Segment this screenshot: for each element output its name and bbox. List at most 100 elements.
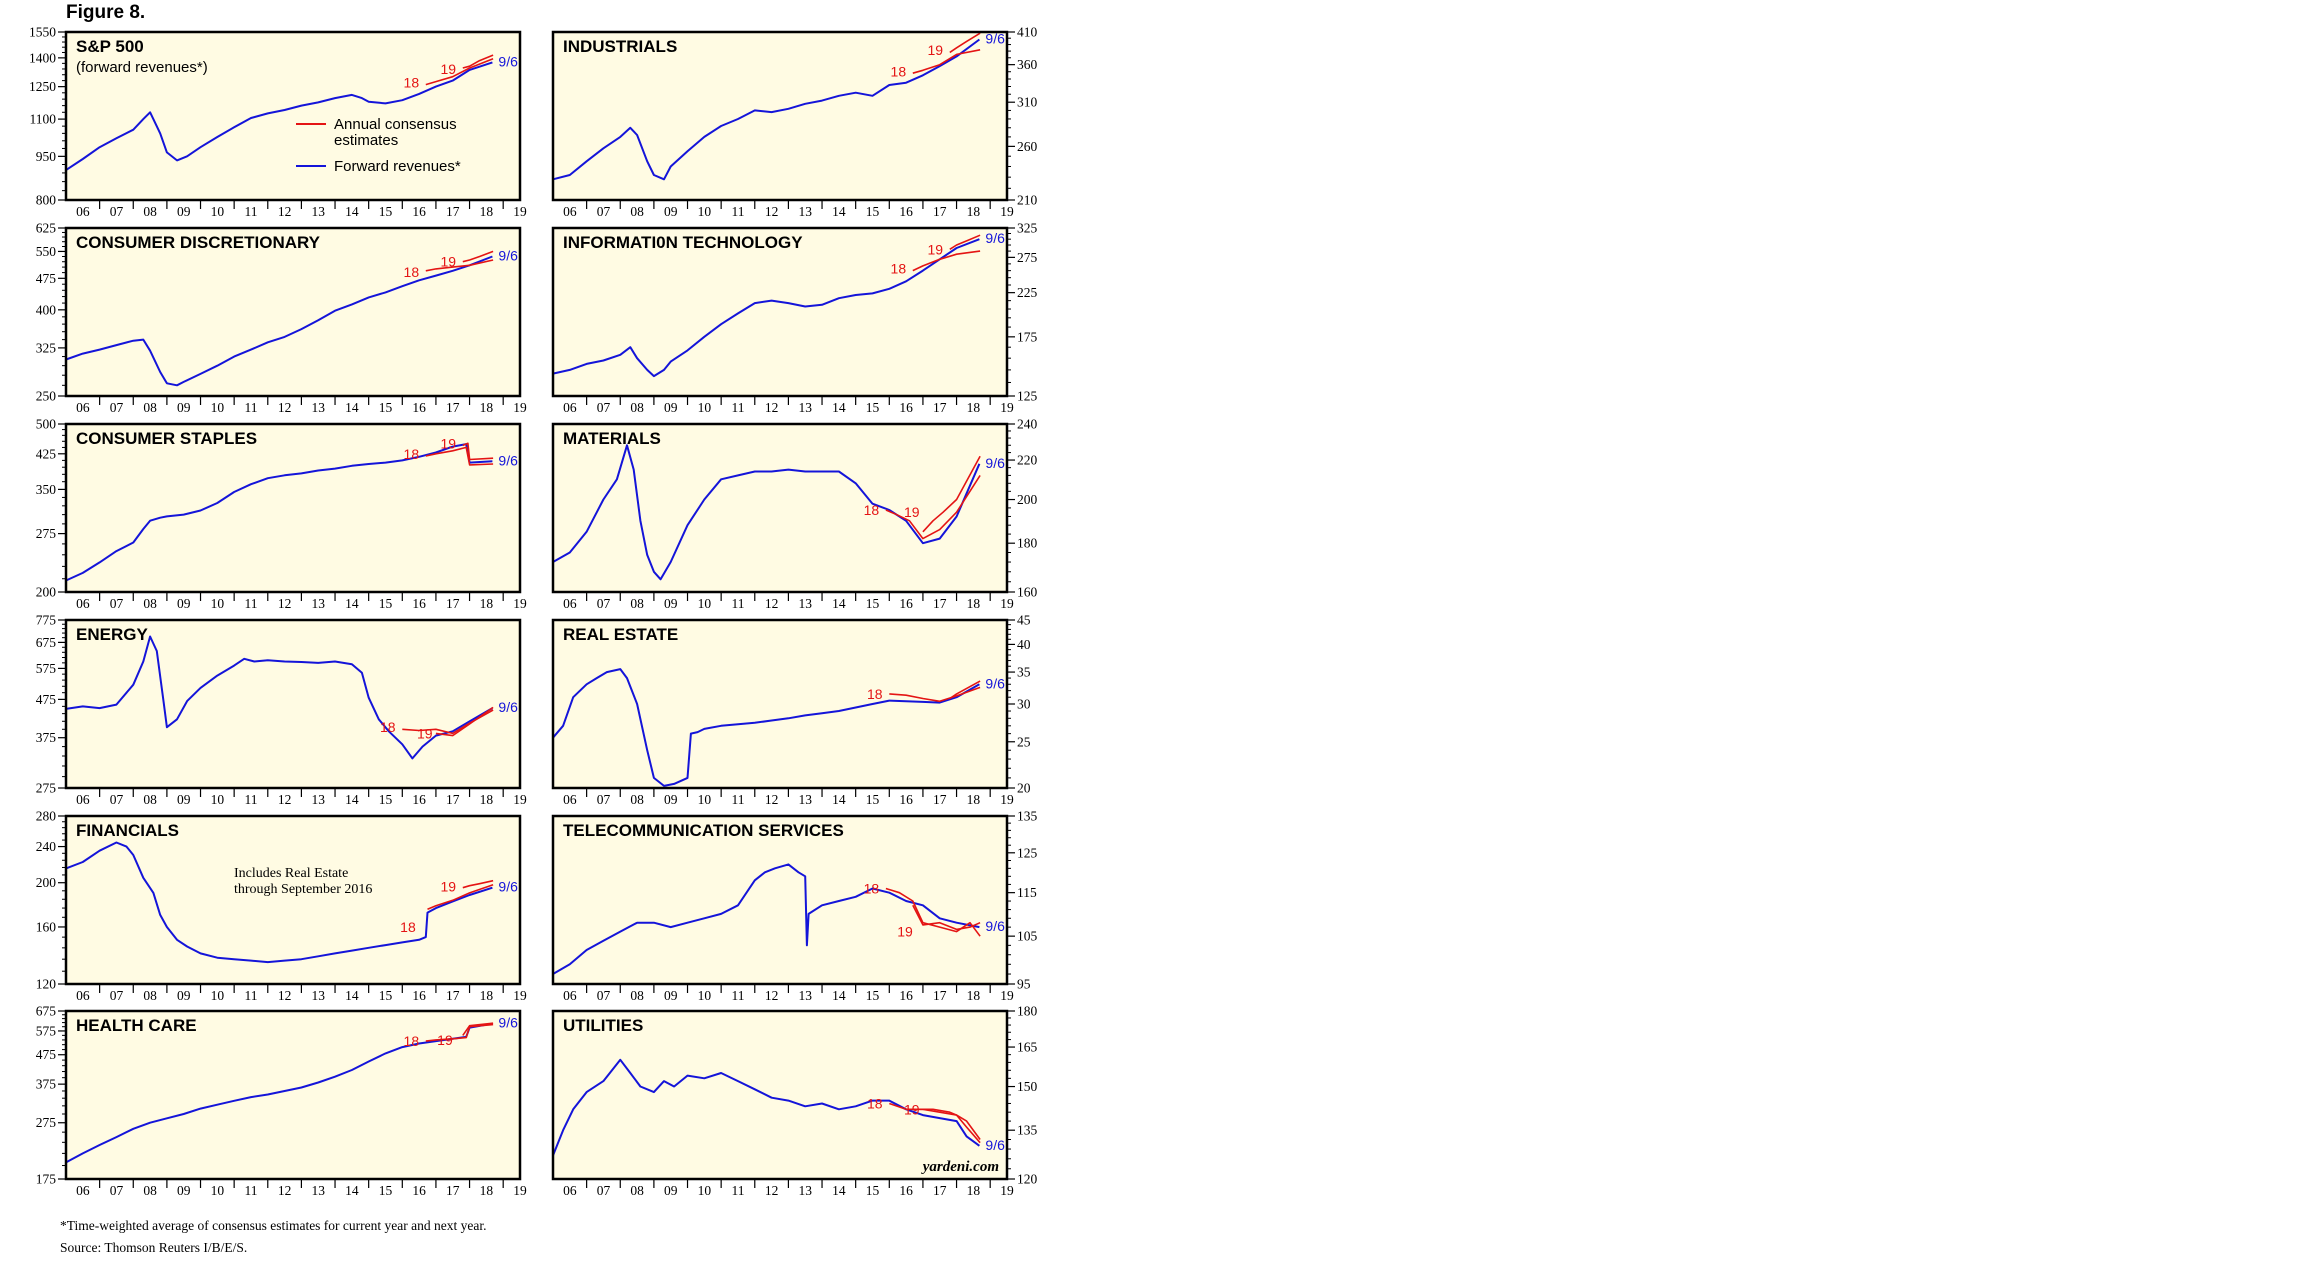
x-tick-label: 13: [311, 596, 325, 611]
watermark: yardeni.com: [921, 1159, 999, 1175]
x-tick-label: 08: [143, 400, 157, 415]
x-tick-label: 19: [513, 400, 527, 415]
y-tick-label: 475: [36, 271, 57, 286]
consensus-year-label: 18: [404, 1033, 420, 1049]
date-label: 9/6: [498, 879, 518, 895]
panel-title: CONSUMER STAPLES: [76, 429, 257, 448]
y-tick-label: 180: [1017, 536, 1038, 551]
date-label: 9/6: [498, 699, 518, 715]
panel-background: [66, 816, 520, 984]
x-tick-label: 12: [278, 204, 292, 219]
x-tick-label: 10: [698, 204, 712, 219]
x-tick-label: 08: [143, 792, 157, 807]
forward-revenues-line: [552, 863, 980, 975]
x-tick-label: 10: [698, 988, 712, 1003]
y-tick-label: 120: [36, 977, 57, 992]
panel-materials: 160 180 200 220 240 06 07 08 09 10 11 12 13 14 15 16 17 1…: [551, 417, 1038, 611]
consensus-year-label: 19: [928, 241, 944, 257]
x-tick-label: 14: [345, 988, 359, 1003]
x-tick-label: 14: [345, 596, 359, 611]
y-tick-label: 240: [36, 839, 57, 854]
consensus-line-19: [912, 904, 981, 931]
y-tick-label: 475: [36, 1047, 57, 1062]
x-tick-label: 18: [480, 400, 494, 415]
x-tick-label: 14: [832, 400, 846, 415]
panel-background: [553, 816, 1007, 984]
panel-background: [66, 228, 520, 396]
date-label: 9/6: [985, 918, 1005, 934]
x-tick-label: 14: [832, 596, 846, 611]
legend-label-consensus: Annual consensus: [334, 116, 457, 133]
panel-title: TELECOMMUNICATION SERVICES: [563, 821, 844, 840]
x-tick-label: 14: [832, 792, 846, 807]
x-tick-label: 16: [899, 204, 913, 219]
x-tick-label: 11: [731, 988, 744, 1003]
y-tick-label: 325: [1017, 221, 1038, 236]
x-tick-label: 18: [967, 792, 981, 807]
y-tick-label: 150: [1017, 1079, 1038, 1094]
x-tick-label: 17: [446, 1183, 460, 1198]
y-tick-label: 210: [1017, 193, 1038, 208]
panel-energy: 275 375 475 575 675 775 06 07 08 09 10 11 12 13 14 15 16…: [36, 613, 527, 808]
panel-frame: [64, 422, 522, 594]
y-tick-label: 800: [36, 193, 57, 208]
consensus-year-label: 18: [867, 686, 883, 702]
y-tick-label: 30: [1017, 697, 1031, 712]
y-tick-label: 200: [1017, 492, 1038, 507]
date-label: 9/6: [985, 30, 1005, 46]
forward-revenues-line: [65, 841, 493, 964]
y-tick-label: 120: [1017, 1172, 1038, 1187]
x-tick-label: 07: [597, 204, 611, 219]
consensus-line-18: [912, 250, 981, 272]
x-tick-label: 09: [664, 792, 678, 807]
y-tick-label: 775: [36, 613, 57, 628]
y-tick-label: 1400: [29, 50, 56, 65]
y-tick-label: 200: [36, 875, 57, 890]
y-tick-label: 200: [36, 585, 57, 600]
y-tick-label: 950: [36, 149, 57, 164]
x-tick-label: 18: [967, 1183, 981, 1198]
y-tick-label: 35: [1017, 665, 1031, 680]
panel-title: ENERGY: [76, 625, 148, 644]
y-tick-label: 575: [36, 1023, 57, 1038]
consensus-line-18: [425, 259, 494, 272]
x-tick-label: 07: [110, 988, 124, 1003]
consensus-line-18: [912, 49, 981, 74]
forward-revenues-line: [65, 1022, 493, 1164]
panel-title: INFORMATI0N TECHNOLOGY: [563, 233, 803, 252]
x-tick-label: 06: [76, 988, 90, 1003]
x-tick-label: 12: [278, 400, 292, 415]
forward-revenues-line: [65, 635, 493, 760]
forward-revenues-line: [552, 38, 980, 181]
x-tick-label: 12: [765, 988, 779, 1003]
y-tick-label: 675: [36, 1004, 57, 1019]
x-tick-label: 18: [480, 204, 494, 219]
x-tick-label: 09: [664, 1183, 678, 1198]
x-tick-label: 11: [731, 596, 744, 611]
consensus-year-label: 18: [867, 1095, 883, 1111]
panel-annotation: Includes Real Estate: [234, 866, 348, 881]
panel-frame: [551, 814, 1009, 986]
panel-utilities: 120 135 150 165 180 06 07 08 09 10 11 12 13 14 15 16 17 1…: [551, 1004, 1038, 1198]
panel-title: HEALTH CARE: [76, 1016, 197, 1035]
y-tick-label: 20: [1017, 781, 1031, 796]
forward-revenues-line: [552, 238, 980, 378]
date-label: 9/6: [498, 53, 518, 69]
consensus-year-label: 19: [928, 42, 944, 58]
x-tick-label: 12: [278, 596, 292, 611]
x-tick-label: 08: [630, 988, 644, 1003]
y-tick-label: 135: [1017, 1123, 1038, 1138]
date-label: 9/6: [985, 675, 1005, 691]
panel-s-p-500: 800 950 1100 1250 1400 1550 06 07 08 09 10 11 12 13 14…: [29, 25, 527, 220]
y-tick-label: 625: [36, 221, 57, 236]
x-tick-label: 12: [765, 400, 779, 415]
consensus-year-label: 19: [437, 1032, 453, 1048]
x-tick-label: 06: [76, 792, 90, 807]
x-tick-label: 17: [446, 792, 460, 807]
panel-frame: [551, 226, 1009, 398]
panel-real-estate: 20 25 30 35 40 45 06 07 08 09 10 11 12 13 14 15 16 17 18 19…: [551, 613, 1031, 807]
footnote-source: Source: Thomson Reuters I/B/E/S.: [60, 1240, 248, 1255]
date-label: 9/6: [498, 248, 518, 264]
panel-consumer-staples: 200 275 350 425 500 06 07 08 09 10 11 12 13 14 15 16 17 1…: [36, 417, 527, 612]
